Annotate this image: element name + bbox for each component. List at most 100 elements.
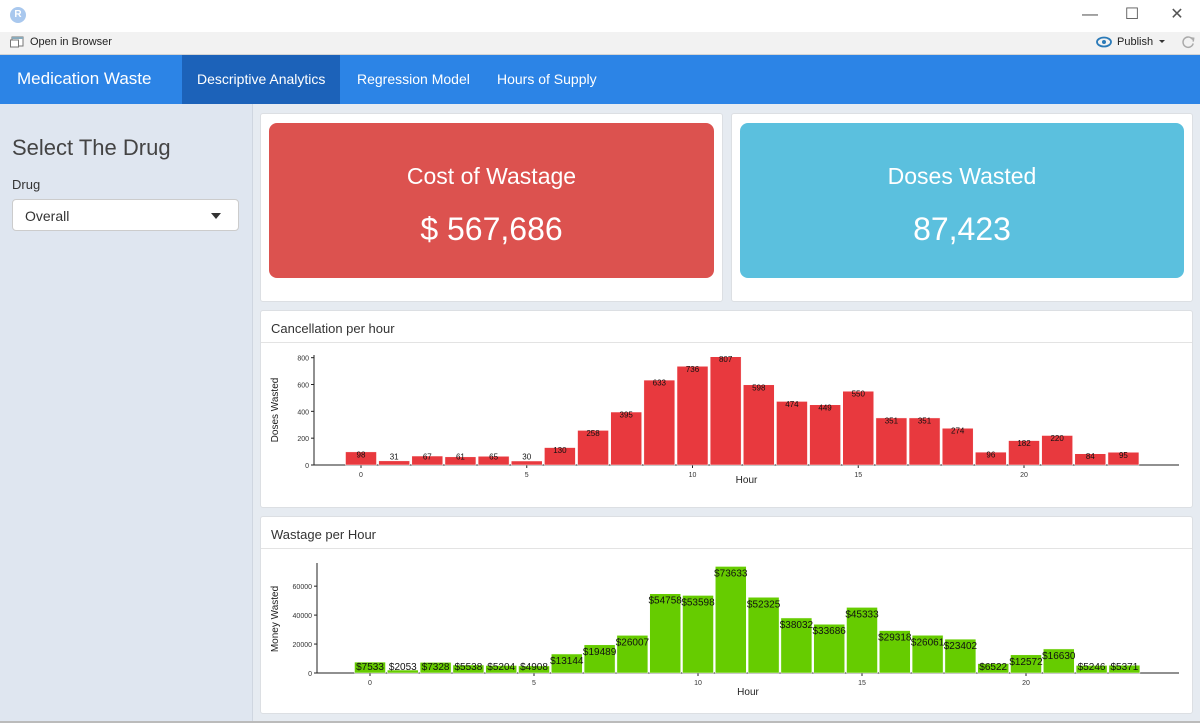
bar-label: $5371 <box>1110 662 1138 673</box>
wastage-chart: 0 20000 40000 60000 0 5 10 15 20 $7533 $2053 $7328 $… <box>261 549 1192 713</box>
x-tick-label: 0 <box>368 680 372 687</box>
bar-label: 550 <box>852 390 866 399</box>
x-tick-label: 15 <box>858 680 866 687</box>
bar-label: 258 <box>586 429 600 438</box>
bar-label: $53598 <box>681 597 715 608</box>
bar-label: 182 <box>1017 439 1031 448</box>
bar-label: $19489 <box>583 647 617 658</box>
cancellation-chart: 02004006008000 5 10 15 2098 31 67 61 65 301302583… <box>261 343 1192 507</box>
y-tick-label: 60000 <box>293 584 313 591</box>
y-tick-label: 20000 <box>293 642 313 649</box>
bar-label: 449 <box>818 403 832 412</box>
bar-label: $13144 <box>550 656 584 667</box>
bar-label: $5204 <box>487 662 515 673</box>
top-navbar: Medication Waste Descriptive Analytics R… <box>0 55 1200 104</box>
bar-label: 351 <box>918 416 932 425</box>
cost-of-wastage-label: Cost of Wastage <box>269 163 714 190</box>
publish-button[interactable]: Publish <box>1096 36 1166 48</box>
bar <box>843 391 874 465</box>
bar-label: 96 <box>986 451 995 460</box>
cost-of-wastage-box: Cost of Wastage $ 567,686 <box>269 123 714 278</box>
x-tick-label: 15 <box>854 472 862 479</box>
cost-panel: Cost of Wastage $ 567,686 <box>260 113 723 302</box>
drug-label: Drug <box>12 177 40 192</box>
tab-hours-of-supply[interactable]: Hours of Supply <box>482 55 612 104</box>
open-in-browser-button[interactable]: Open in Browser <box>10 36 112 48</box>
bar-label: $45333 <box>845 609 879 620</box>
y-axis-title: Doses Wasted <box>270 378 281 443</box>
bar-label: $7328 <box>422 662 450 673</box>
bar <box>511 461 542 465</box>
doses-wasted-box: Doses Wasted 87,423 <box>740 123 1184 278</box>
bar-label: $29318 <box>878 633 912 644</box>
chevron-down-icon <box>1158 39 1166 45</box>
wastage-chart-title: Wastage per Hour <box>271 527 376 542</box>
browser-window-icon <box>10 36 24 48</box>
bar-label: $5246 <box>1078 662 1106 673</box>
bar-label: $38032 <box>780 620 814 631</box>
doses-wasted-label: Doses Wasted <box>740 163 1184 190</box>
bar-label: 395 <box>620 411 634 420</box>
maximize-button[interactable]: ☐ <box>1117 4 1147 26</box>
x-tick-label: 20 <box>1020 472 1028 479</box>
window-titlebar: R — ☐ ✕ <box>0 0 1200 32</box>
drug-select-value: Overall <box>25 208 69 224</box>
y-tick-label: 40000 <box>293 613 313 620</box>
bar-label: 220 <box>1050 434 1064 443</box>
y-tick-label: 0 <box>305 463 309 470</box>
bar-label: 67 <box>423 453 432 462</box>
bar-label: $26061 <box>911 637 945 648</box>
app-title: Medication Waste <box>17 69 151 89</box>
y-axis-title: Money Wasted <box>270 586 281 652</box>
bar-label: 130 <box>553 446 567 455</box>
x-tick-label: 10 <box>694 680 702 687</box>
cancellation-chart-panel: Cancellation per hour 0 200 400 600 800 0 5 10 1… <box>260 310 1193 508</box>
refresh-icon[interactable] <box>1181 35 1196 50</box>
bar-label: 31 <box>390 453 399 462</box>
doses-wasted-value: 87,423 <box>740 211 1184 248</box>
publish-label: Publish <box>1117 36 1153 48</box>
close-button[interactable]: ✕ <box>1162 4 1192 26</box>
x-tick-label: 5 <box>532 680 536 687</box>
bar-label: 351 <box>885 416 899 425</box>
drug-select[interactable]: Overall <box>12 199 239 231</box>
bar-label: 30 <box>522 453 531 462</box>
viewer-toolbar: Open in Browser Publish <box>0 32 1200 55</box>
bar-label: 474 <box>785 400 799 409</box>
bar <box>677 366 708 465</box>
r-logo-icon: R <box>10 7 26 23</box>
minimize-button[interactable]: — <box>1075 4 1105 26</box>
bar <box>743 385 774 465</box>
bar-label: $12572 <box>1009 657 1043 668</box>
bar <box>644 380 675 465</box>
bar-label: $52325 <box>747 599 781 610</box>
y-tick-label: 400 <box>297 409 309 416</box>
tab-regression-model[interactable]: Regression Model <box>342 55 485 104</box>
cost-of-wastage-value: $ 567,686 <box>269 211 714 248</box>
bar-label: 274 <box>951 427 965 436</box>
open-in-browser-label: Open in Browser <box>30 36 112 48</box>
cancellation-chart-title: Cancellation per hour <box>271 321 395 336</box>
bar <box>810 405 841 465</box>
caret-down-icon <box>211 213 221 219</box>
bar-label: $7533 <box>356 662 384 673</box>
bar-label: 95 <box>1119 451 1128 460</box>
publish-icon <box>1096 36 1112 48</box>
bar-label: $6522 <box>979 662 1007 673</box>
x-tick-label: 10 <box>689 472 697 479</box>
x-tick-label: 0 <box>359 472 363 479</box>
bar <box>611 412 642 465</box>
y-tick-label: 800 <box>297 356 309 363</box>
sidebar: Select The Drug Drug Overall <box>0 104 253 723</box>
x-axis-title: Hour <box>736 475 758 486</box>
bar-label: $16630 <box>1042 651 1076 662</box>
bar-label: $2053 <box>389 662 417 673</box>
bar <box>715 566 746 673</box>
y-tick-label: 200 <box>297 436 309 443</box>
tab-descriptive-analytics[interactable]: Descriptive Analytics <box>182 55 340 104</box>
bar-label: $4908 <box>520 662 548 673</box>
wastage-chart-panel: Wastage per Hour 0 20000 40000 60000 0 5 10 15 2… <box>260 516 1193 714</box>
bar-label: 98 <box>357 450 366 459</box>
x-tick-label: 5 <box>525 472 529 479</box>
bar-label: $73633 <box>714 568 748 579</box>
